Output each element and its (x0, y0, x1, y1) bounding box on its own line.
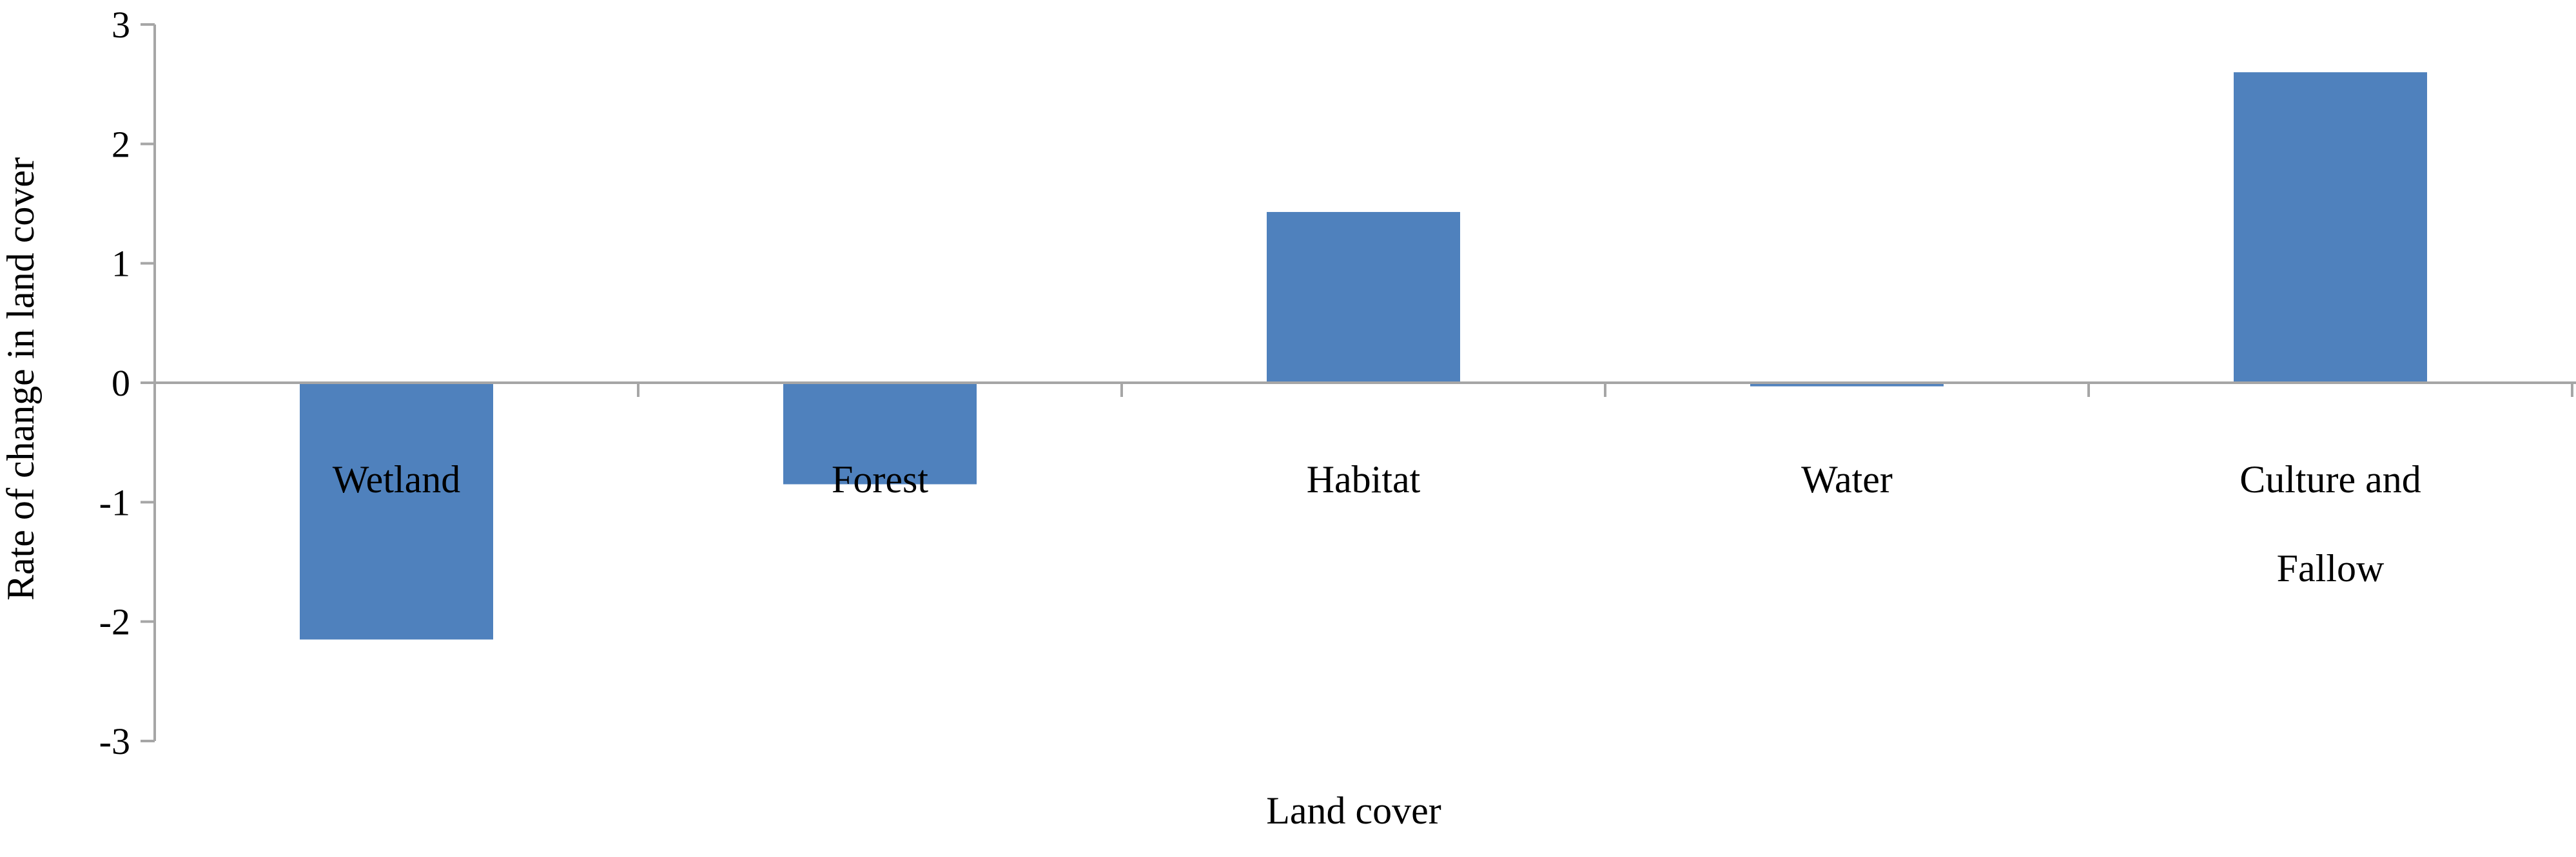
category-label: Wetland (333, 458, 460, 501)
bar (1750, 383, 1944, 387)
y-tick-label: -1 (99, 481, 130, 523)
category-label: Forest (832, 458, 928, 501)
axes-layer (141, 23, 2576, 742)
category-label: Fallow (2277, 547, 2385, 590)
y-tick-label: 2 (112, 123, 130, 165)
bar (2234, 72, 2427, 383)
bars-layer (300, 72, 2427, 640)
bar (783, 383, 977, 485)
labels-layer: 3 2 1 0 -1 -2 -3 Wetland Forest Habitat Water Cultu… (99, 4, 2421, 762)
category-label: Culture and (2239, 458, 2421, 501)
category-label: Habitat (1307, 458, 1421, 501)
y-tick-label: 1 (112, 243, 130, 285)
y-tick-label: 3 (112, 4, 130, 46)
y-axis-title: Rate of change in land cover (0, 157, 42, 601)
bar (300, 383, 493, 640)
y-tick-label: -2 (99, 601, 130, 643)
y-tick-label: 0 (112, 362, 130, 404)
y-tick-label: -3 (99, 720, 130, 762)
x-axis-title: Land cover (1266, 789, 1441, 832)
category-label: Water (1801, 458, 1893, 501)
bar (1267, 211, 1460, 383)
